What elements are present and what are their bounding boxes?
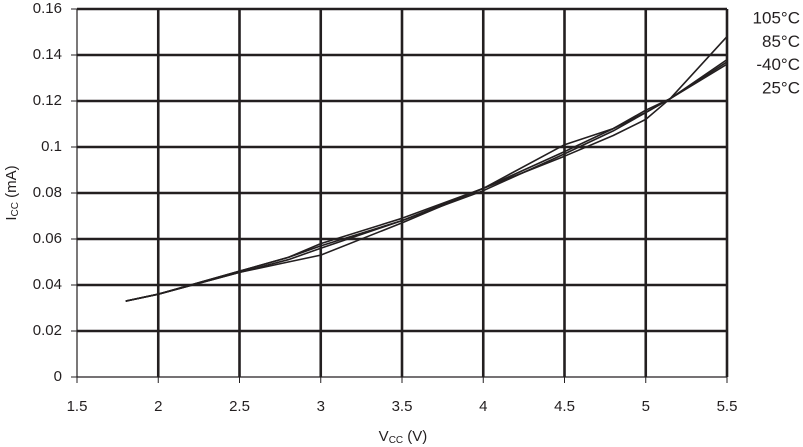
series-line [125,36,728,302]
y-label-sub: CC [10,202,21,216]
x-tick-label: 3 [317,398,325,415]
series-line [125,58,728,302]
x-tick-label: 1.5 [67,398,88,415]
x-tick-label: 4.5 [554,398,575,415]
legend-label: 25°C [762,78,800,97]
y-tick-label: 0.06 [33,230,62,247]
series-line [125,63,728,302]
legend-label: 105°C [753,8,800,27]
x-tick-label: 5 [642,398,650,415]
x-tick-label: 4 [479,398,487,415]
legend-label: -40°C [756,55,800,74]
x-tick-label: 5.5 [717,398,738,415]
x-label-main: V [379,428,389,445]
x-tick-label: 3.5 [392,398,413,415]
y-axis-label: ICC (mA) [3,165,21,220]
x-tick-label: 2 [154,398,162,415]
y-tick-label: 0.14 [33,46,62,63]
x-axis-label: VCC (V) [379,428,428,446]
y-label-main: I [3,216,20,220]
y-tick-label: 0.04 [33,276,62,293]
y-tick-label: 0.08 [33,184,62,201]
series-line [125,61,728,302]
y-tick-label: 0 [54,368,62,385]
x-label-unit: (V) [403,428,427,445]
legend-label: 85°C [762,32,800,51]
y-tick-label: 0.16 [33,0,62,17]
y-label-unit: (mA) [3,165,20,202]
y-tick-label: 0.12 [33,92,62,109]
y-tick-label: 0.1 [41,138,62,155]
x-tick-label: 2.5 [229,398,250,415]
x-label-sub: CC [389,435,403,446]
y-tick-label: 0.02 [33,322,62,339]
